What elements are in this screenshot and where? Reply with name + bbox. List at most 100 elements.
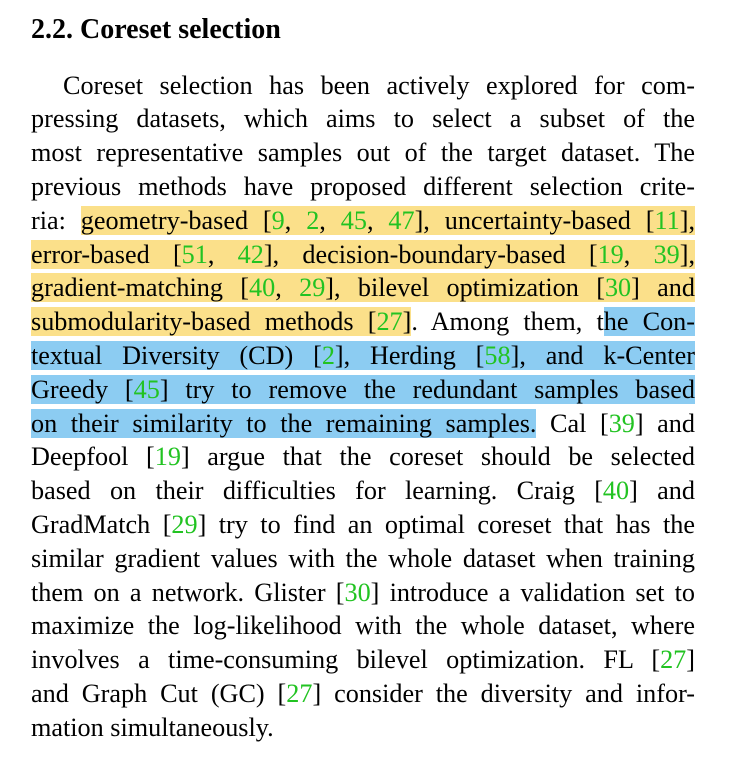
paragraph-line: textual Diversity (CD) [2], Herding [58]…: [31, 339, 695, 373]
text-run: ], uncertainty-based [: [414, 205, 655, 235]
yellow-highlight: geometry-based [9, 2, 45, 47], uncertain…: [80, 205, 695, 235]
text-run: ,: [366, 205, 389, 235]
blue-highlight: on their similarity to the remaining sam…: [31, 408, 537, 438]
citation-link[interactable]: 47: [388, 205, 415, 235]
citation-link[interactable]: 30: [344, 577, 371, 607]
citation-link[interactable]: 2: [321, 340, 335, 370]
text-run: textual Diversity (CD) [: [31, 340, 322, 370]
text-run: ], and k-Center: [510, 340, 695, 370]
citation-link[interactable]: 39: [608, 408, 635, 438]
text-run: based on their difficulties for learning…: [31, 476, 603, 506]
text-run: similar gradient values with the whole d…: [31, 543, 695, 573]
text-run: and Graph Cut (GC) [: [31, 678, 287, 708]
text-run: on their similarity to the remaining sam…: [31, 408, 537, 438]
text-run: ria:: [31, 205, 81, 235]
text-run: submodularity-based methods [: [31, 307, 377, 337]
paragraph-line: Coreset selection has been actively expl…: [63, 69, 695, 103]
text-run: them on a network. Glister [: [31, 577, 345, 607]
text-run: involves a time-consuming bilevel optimi…: [31, 645, 661, 675]
text-run: ],: [679, 239, 696, 269]
citation-link[interactable]: 45: [133, 374, 160, 404]
text-run: ], Herding [: [334, 340, 485, 370]
yellow-highlight: submodularity-based methods [27]: [31, 307, 412, 337]
text-run: . Among them, t: [411, 307, 604, 337]
citation-link[interactable]: 27: [660, 645, 687, 675]
text-run: Coreset selection has been actively expl…: [63, 70, 695, 100]
paragraph-line: involves a time-consuming bilevel optimi…: [31, 643, 695, 677]
text-run: ]: [686, 645, 695, 675]
text-run: geometry-based [: [80, 205, 272, 235]
text-run: ] and: [631, 273, 695, 303]
text-run: ] and: [634, 408, 695, 438]
citation-link[interactable]: 29: [171, 509, 198, 539]
blue-highlight: textual Diversity (CD) [2], Herding [58]…: [31, 340, 695, 370]
citation-link[interactable]: 27: [376, 307, 403, 337]
section-heading: 2.2. Coreset selection: [31, 14, 281, 45]
paragraph-line: ria: geometry-based [9, 2, 45, 47], unce…: [31, 204, 695, 238]
paragraph-line: gradient-matching [40, 29], bilevel opti…: [31, 271, 695, 305]
citation-link[interactable]: 11: [654, 205, 680, 235]
text-run: previous methods have proposed different…: [31, 171, 695, 201]
text-run: ] try to find an optimal coreset that ha…: [197, 509, 695, 539]
text-run: ,: [207, 239, 238, 269]
text-run: he Con-: [603, 307, 695, 337]
citation-link[interactable]: 27: [286, 678, 313, 708]
citation-link[interactable]: 29: [299, 273, 326, 303]
yellow-highlight: gradient-matching [40, 29], bilevel opti…: [31, 273, 695, 303]
citation-link[interactable]: 58: [484, 340, 511, 370]
citation-link[interactable]: 51: [181, 239, 208, 269]
text-run: error-based [: [31, 239, 182, 269]
paragraph-line: similar gradient values with the whole d…: [31, 542, 695, 576]
blue-highlight: he Con-: [603, 307, 695, 337]
text-run: pressing datasets, which aims to select …: [31, 104, 695, 134]
blue-highlight: Greedy [45] try to remove the redundant …: [31, 374, 695, 404]
paragraph-line: previous methods have proposed different…: [31, 170, 695, 204]
text-run: ,: [275, 273, 300, 303]
text-run: ] try to remove the redundant samples ba…: [159, 374, 695, 404]
text-run: Cal [: [536, 408, 609, 438]
paragraph-line: Greedy [45] try to remove the redundant …: [31, 373, 695, 407]
text-run: ] argue that the coreset should be selec…: [180, 442, 695, 472]
text-run: ] consider the diversity and infor-: [312, 678, 696, 708]
paragraph-line: based on their difficulties for learning…: [31, 474, 695, 508]
paragraph-line: pressing datasets, which aims to select …: [31, 102, 695, 136]
citation-link[interactable]: 40: [249, 273, 276, 303]
paragraph-line: Deepfool [19] argue that the coreset sho…: [31, 440, 695, 474]
citation-link[interactable]: 19: [597, 239, 624, 269]
text-run: ] introduce a validation set to: [370, 577, 696, 607]
paragraph-line: most representative samples out of the t…: [31, 136, 695, 170]
yellow-highlight: error-based [51, 42], decision-boundary-…: [31, 239, 696, 269]
text-run: Deepfool [: [31, 442, 155, 472]
citation-link[interactable]: 19: [154, 442, 181, 472]
paragraph-line: error-based [51, 42], decision-boundary-…: [31, 238, 696, 272]
text-run: ,: [319, 205, 341, 235]
paragraph-line: submodularity-based methods [27]. Among …: [31, 305, 695, 339]
paragraph-line: them on a network. Glister [30] introduc…: [31, 576, 695, 610]
text-run: Greedy [: [31, 374, 134, 404]
text-run: ], bilevel optimization [: [325, 273, 605, 303]
citation-link[interactable]: 40: [602, 476, 630, 506]
paragraph-line: on their similarity to the remaining sam…: [31, 407, 695, 441]
citation-link[interactable]: 9: [271, 205, 285, 235]
citation-link[interactable]: 42: [237, 239, 264, 269]
text-run: ]: [402, 307, 412, 337]
text-run: maximize the log-likelihood with the who…: [31, 611, 695, 641]
text-run: ,: [623, 239, 654, 269]
text-run: ],: [679, 205, 695, 235]
citation-link[interactable]: 30: [604, 273, 632, 303]
citation-link[interactable]: 45: [340, 205, 367, 235]
paragraph-line: and Graph Cut (GC) [27] consider the div…: [31, 677, 695, 711]
text-run: ,: [284, 205, 307, 235]
paragraph-line: mation simultaneously.: [31, 711, 695, 745]
text-run: GradMatch [: [31, 509, 172, 539]
paragraph-line: maximize the log-likelihood with the who…: [31, 609, 695, 643]
paragraph-line: GradMatch [29] try to find an optimal co…: [31, 508, 695, 542]
citation-link[interactable]: 2: [306, 205, 320, 235]
citation-link[interactable]: 39: [653, 239, 680, 269]
text-run: gradient-matching [: [31, 273, 250, 303]
text-run: mation simultaneously.: [31, 712, 274, 742]
text-run: ] and: [629, 476, 695, 506]
text-run: most representative samples out of the t…: [31, 138, 695, 168]
text-run: ], decision-boundary-based [: [263, 239, 598, 269]
